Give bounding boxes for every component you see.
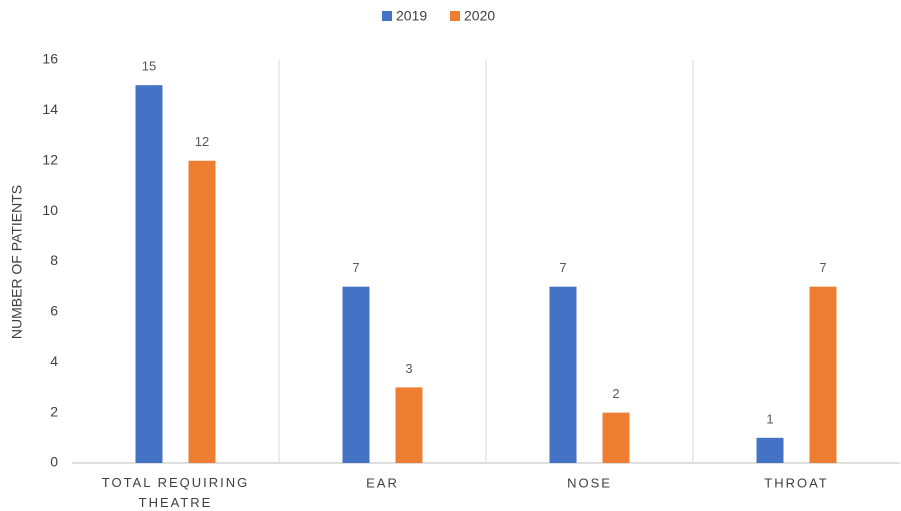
y-tick-label: 12 bbox=[42, 151, 58, 167]
value-label: 7 bbox=[819, 260, 826, 275]
bar bbox=[756, 437, 784, 463]
bar bbox=[342, 286, 370, 463]
bar bbox=[188, 160, 216, 463]
legend-swatch bbox=[382, 11, 392, 21]
y-tick-label: 10 bbox=[42, 202, 58, 218]
legend-label: 2020 bbox=[464, 8, 495, 24]
y-tick-label: 6 bbox=[50, 303, 58, 319]
bar bbox=[809, 286, 837, 463]
x-tick-label: TOTAL REQUIRING THEATRE bbox=[102, 475, 250, 510]
y-tick-label: 4 bbox=[50, 353, 58, 369]
y-tick-label: 0 bbox=[50, 454, 58, 470]
y-tick-label: 2 bbox=[50, 403, 58, 419]
y-tick-label: 16 bbox=[42, 51, 58, 67]
bar bbox=[395, 387, 423, 463]
legend-swatch bbox=[450, 11, 460, 21]
x-tick-label: NOSE bbox=[567, 475, 612, 490]
value-label: 3 bbox=[405, 361, 412, 376]
bar bbox=[549, 286, 577, 463]
bar bbox=[602, 412, 630, 463]
value-label: 1 bbox=[766, 411, 773, 426]
x-tick-label: EAR bbox=[366, 475, 399, 490]
value-label: 15 bbox=[142, 59, 156, 74]
x-tick-label: THROAT bbox=[764, 475, 828, 490]
legend-label: 2019 bbox=[396, 8, 427, 24]
y-tick-label: 14 bbox=[42, 101, 58, 117]
y-tick-label: 8 bbox=[50, 252, 58, 268]
bar bbox=[135, 85, 163, 463]
value-label: 7 bbox=[352, 260, 359, 275]
y-axis-label: NUMBER OF PATIENTS bbox=[9, 185, 25, 339]
value-label: 12 bbox=[195, 134, 209, 149]
value-label: 7 bbox=[559, 260, 566, 275]
value-label: 2 bbox=[612, 386, 619, 401]
